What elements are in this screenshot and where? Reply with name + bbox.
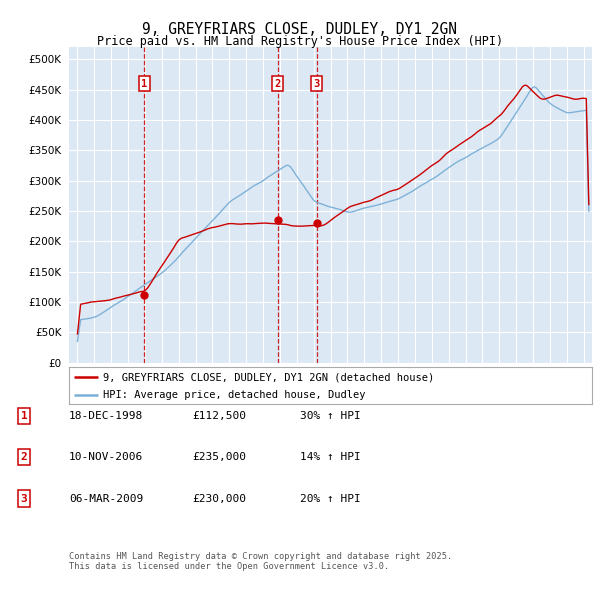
Text: Contains HM Land Registry data © Crown copyright and database right 2025.
This d: Contains HM Land Registry data © Crown c… (69, 552, 452, 571)
Text: 1: 1 (141, 78, 148, 88)
Text: 9, GREYFRIARS CLOSE, DUDLEY, DY1 2GN: 9, GREYFRIARS CLOSE, DUDLEY, DY1 2GN (143, 22, 458, 37)
Text: 30% ↑ HPI: 30% ↑ HPI (300, 411, 361, 421)
Text: HPI: Average price, detached house, Dudley: HPI: Average price, detached house, Dudl… (103, 390, 365, 400)
Text: 10-NOV-2006: 10-NOV-2006 (69, 453, 143, 462)
Text: Price paid vs. HM Land Registry's House Price Index (HPI): Price paid vs. HM Land Registry's House … (97, 35, 503, 48)
Text: 1: 1 (20, 411, 28, 421)
Text: 20% ↑ HPI: 20% ↑ HPI (300, 494, 361, 503)
Text: £230,000: £230,000 (192, 494, 246, 503)
Text: 2: 2 (274, 78, 281, 88)
Text: 3: 3 (20, 494, 28, 503)
Text: 3: 3 (314, 78, 320, 88)
Text: 06-MAR-2009: 06-MAR-2009 (69, 494, 143, 503)
Text: £112,500: £112,500 (192, 411, 246, 421)
Text: 14% ↑ HPI: 14% ↑ HPI (300, 453, 361, 462)
Text: 9, GREYFRIARS CLOSE, DUDLEY, DY1 2GN (detached house): 9, GREYFRIARS CLOSE, DUDLEY, DY1 2GN (de… (103, 372, 434, 382)
Text: £235,000: £235,000 (192, 453, 246, 462)
Text: 18-DEC-1998: 18-DEC-1998 (69, 411, 143, 421)
Text: 2: 2 (20, 453, 28, 462)
